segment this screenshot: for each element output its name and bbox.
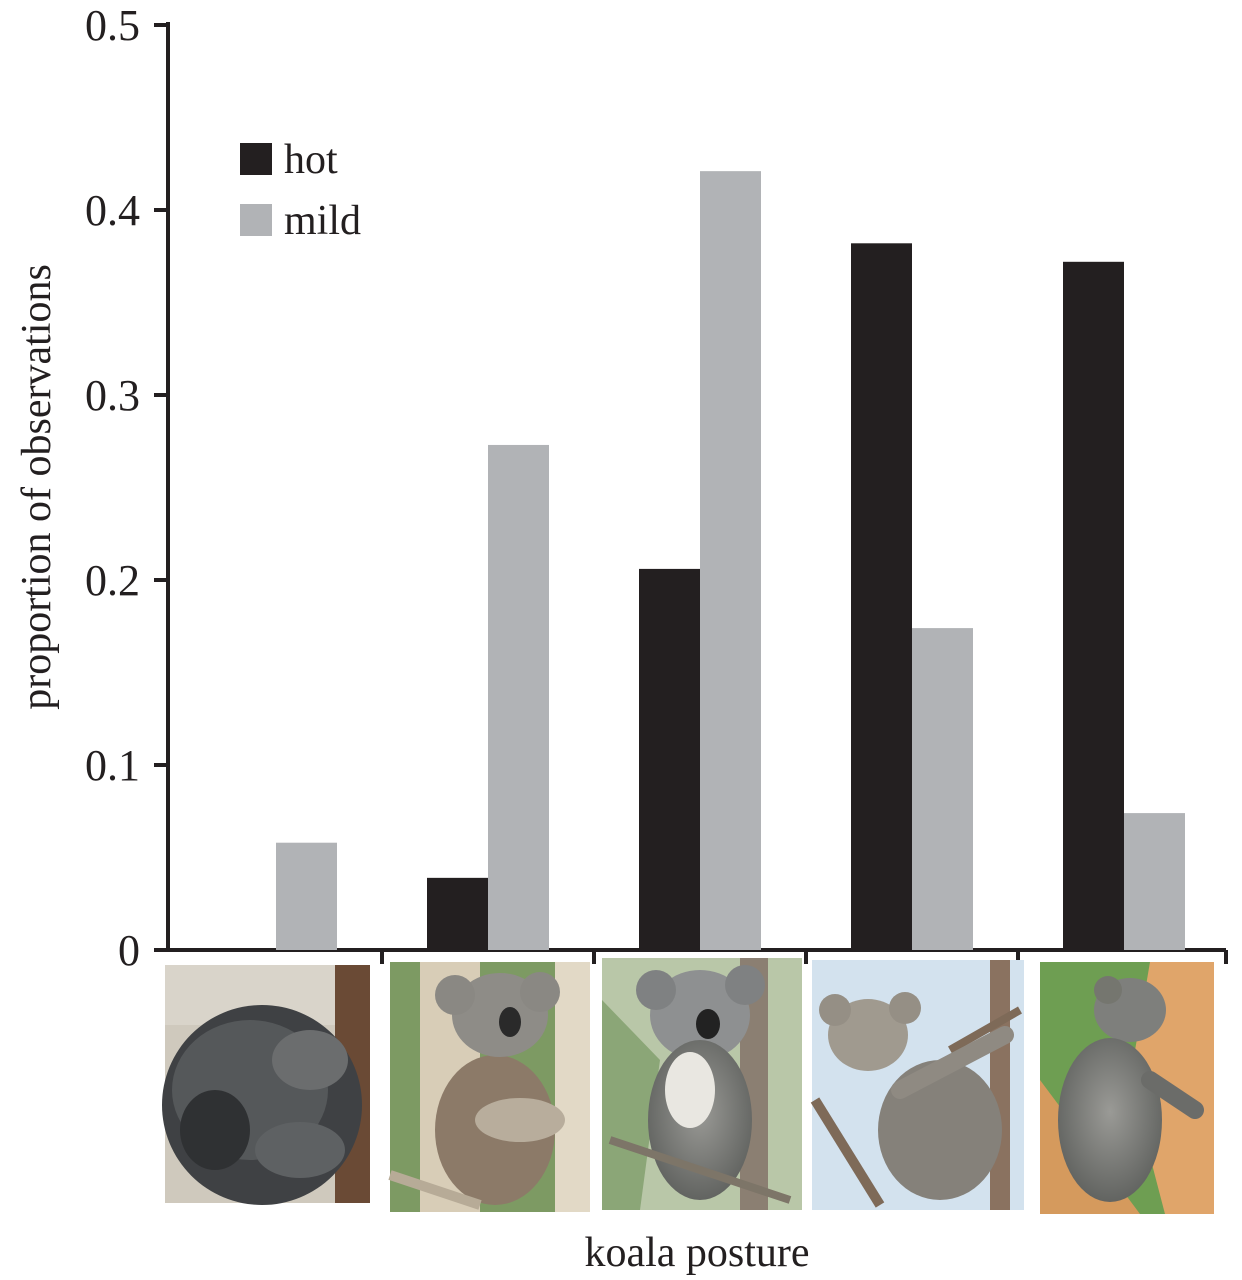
bar-hot-3 [639,568,700,950]
koala-hanging-branch-photo [602,958,802,1210]
x-axis-title: koala posture [584,1230,809,1276]
koala-stretched-limbs-photo [810,960,1024,1210]
y-tick-label: 0.5 [85,1,140,50]
bar-mild-1 [276,842,337,950]
y-axis-ticks: 0 0.1 0.2 0.3 0.4 0.5 [85,1,168,975]
y-tick-label: 0.4 [85,186,140,235]
bars-group [276,171,1185,951]
legend-label-mild: mild [284,198,361,244]
legend-label-hot: hot [284,137,338,183]
koala-curled-ball-photo [162,965,370,1205]
x-axis-ticks [380,950,1228,964]
koala-sitting-upright-photo [388,962,590,1212]
legend-swatch-mild [240,204,272,236]
legend: hot mild [240,137,361,244]
bar-hot-4 [851,243,912,951]
bar-hot-2 [427,877,488,950]
y-tick-label: 0 [118,926,140,975]
y-tick-label: 0.1 [85,741,140,790]
koala-hugging-trunk-photo [1040,962,1214,1214]
y-tick-label: 0.3 [85,371,140,420]
bar-mild-5 [1124,813,1185,950]
y-tick-label: 0.2 [85,556,140,605]
bar-mild-4 [912,628,973,950]
y-axis-title: proportion of observations [14,264,60,710]
bar-mild-2 [488,444,549,950]
bar-mild-3 [700,171,761,950]
legend-swatch-hot [240,143,272,175]
bar-hot-5 [1063,261,1124,950]
